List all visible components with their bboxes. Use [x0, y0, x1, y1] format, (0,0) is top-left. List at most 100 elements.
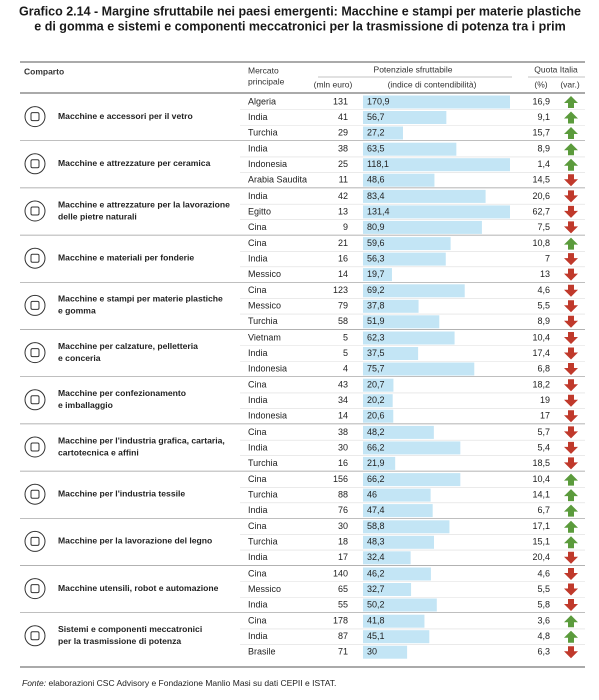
index-label: 59,6	[367, 238, 385, 248]
market: Cina	[248, 380, 267, 390]
title-line: e di gomma e sistemi e componenti meccat…	[34, 19, 565, 33]
quota-value: 5,8	[537, 599, 550, 609]
index-bar	[363, 520, 450, 534]
trend-arrow	[564, 158, 578, 171]
market: Indonesia	[248, 159, 287, 169]
index-label: 63,5	[367, 144, 385, 154]
index-label: 20,6	[367, 411, 385, 421]
quota-value: 17,4	[532, 348, 550, 358]
market: Indonesia	[248, 411, 287, 421]
group-icon-glyph	[30, 631, 40, 641]
group-label: Macchine per calzature, pelletteria	[58, 341, 198, 351]
mln-value: 17	[338, 552, 348, 562]
group-label: Macchine per la lavorazione del legno	[58, 536, 212, 546]
trend-arrow	[564, 583, 578, 596]
quota-value: 17	[540, 411, 550, 421]
header-cell: Quota Italia	[534, 64, 578, 74]
mln-value: 58	[338, 316, 348, 326]
market: India	[248, 631, 268, 641]
market: Vietnam	[248, 332, 281, 342]
quota-value: 4,6	[537, 285, 550, 295]
market: Cina	[248, 238, 267, 248]
mln-value: 178	[333, 616, 348, 626]
group-label: Sistemi e componenti meccatronici	[58, 624, 202, 634]
trend-arrow	[564, 347, 578, 360]
trend-arrow	[564, 253, 578, 266]
market: Cina	[248, 222, 267, 232]
index-bar	[363, 220, 482, 234]
index-label: 69,2	[367, 285, 385, 295]
header-cell: (%)	[534, 79, 547, 89]
trend-arrow	[564, 143, 578, 156]
index-bar	[363, 425, 434, 439]
trend-arrow	[564, 599, 578, 611]
trend-arrow	[564, 205, 578, 218]
index-label: 83,4	[367, 191, 385, 201]
group-icon-glyph	[30, 489, 40, 499]
trend-arrow	[564, 394, 578, 407]
market: Messico	[248, 584, 281, 594]
group-label: Macchine per l'industria grafica, cartar…	[58, 435, 225, 445]
quota-value: 10,4	[532, 474, 550, 484]
market: India	[248, 253, 268, 263]
mln-value: 42	[338, 191, 348, 201]
group-icon	[24, 483, 46, 505]
index-bar	[363, 126, 403, 140]
index-label: 51,9	[367, 316, 385, 326]
header-cell: (indice di contendibilità)	[388, 79, 477, 89]
index-label: 56,3	[367, 253, 385, 263]
group-label: e conceria	[58, 353, 101, 363]
group-label: Macchine per l'industria tessile	[58, 488, 185, 498]
mln-value: 34	[338, 395, 348, 405]
footer: Fonte: elaborazioni CSC Advisory e Fonda…	[22, 678, 336, 688]
index-label: 47,4	[367, 505, 385, 515]
market: India	[248, 348, 268, 358]
group-label: per la trasmissione di potenza	[58, 636, 181, 646]
footer-text: elaborazioni CSC Advisory e Fondazione M…	[46, 678, 336, 688]
group-icon	[24, 153, 46, 175]
header-cell: (mln euro)	[314, 79, 353, 89]
market: India	[248, 552, 268, 562]
trend-arrow	[564, 410, 578, 423]
index-bar	[363, 394, 393, 408]
index-label: 118,1	[367, 159, 389, 169]
index-bar	[363, 142, 457, 156]
market: Cina	[248, 427, 267, 437]
group-icon-glyph	[30, 300, 40, 310]
header-cell: principale	[248, 76, 285, 86]
trend-arrow	[564, 551, 578, 564]
index-label: 46,2	[367, 568, 385, 578]
trend-arrow	[564, 520, 578, 533]
index-label: 19,7	[367, 269, 385, 279]
group-icon-glyph	[30, 348, 40, 358]
market: Turchia	[248, 458, 278, 468]
group-label: delle pietre naturali	[58, 211, 137, 221]
index-label: 45,1	[367, 631, 385, 641]
trend-arrow	[564, 379, 578, 392]
market: India	[248, 144, 268, 154]
index-label: 66,2	[367, 474, 385, 484]
trend-arrow	[564, 441, 578, 454]
mln-value: 38	[338, 144, 348, 154]
quota-value: 5,4	[537, 442, 550, 452]
index-label: 46	[367, 489, 377, 499]
index-bar	[363, 299, 419, 313]
trend-arrow	[564, 237, 578, 250]
group-label: e imballaggio	[58, 400, 113, 410]
mln-value: 13	[338, 206, 348, 216]
index-label: 56,7	[367, 112, 385, 122]
trend-arrow	[564, 363, 578, 375]
mln-value: 29	[338, 127, 348, 137]
trend-arrow	[564, 536, 578, 549]
index-label: 32,4	[367, 552, 385, 562]
group-label: Macchine e attrezzature per ceramica	[58, 158, 211, 168]
market: Messico	[248, 301, 281, 311]
group-icon-glyph	[30, 584, 40, 594]
index-label: 170,9	[367, 96, 390, 106]
market: India	[248, 112, 268, 122]
index-label: 50,2	[367, 599, 385, 609]
index-bar	[363, 598, 437, 612]
index-label: 62,3	[367, 332, 385, 342]
trend-arrow	[564, 568, 578, 580]
header-cell: Potenziale sfruttabile	[374, 64, 453, 74]
